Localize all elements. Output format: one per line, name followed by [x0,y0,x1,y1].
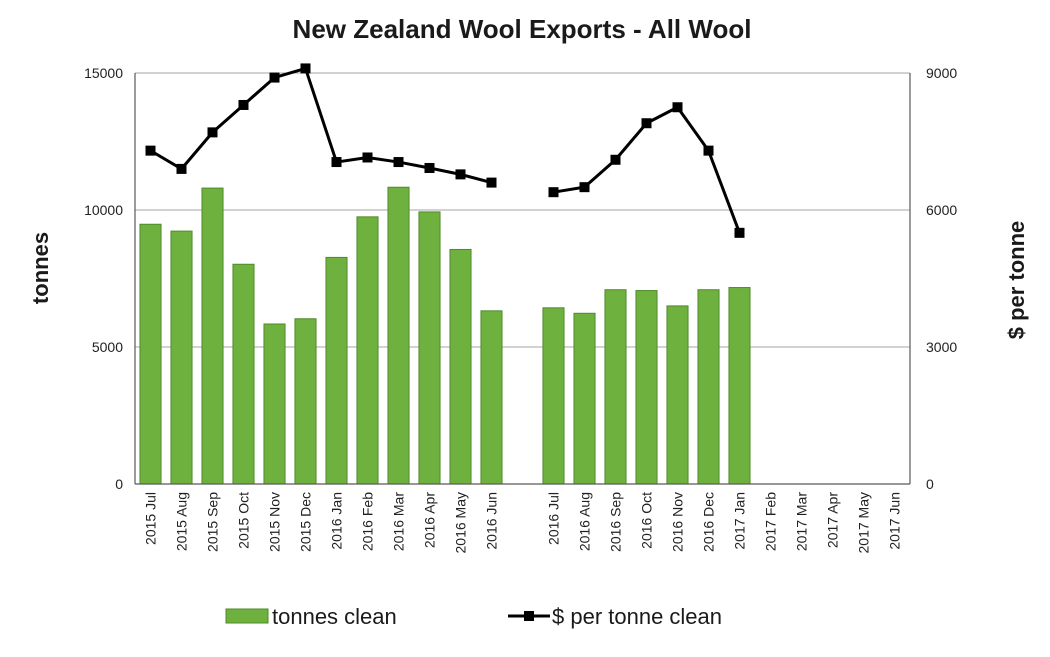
line-point [269,72,280,83]
line-point [300,63,311,74]
bar [604,289,627,485]
y-tick-label: 5000 [92,339,123,355]
y2-tick-label: 9000 [926,65,957,81]
bar [139,223,162,485]
x-tick-label: 2016 Sep [608,492,624,552]
chart-title: New Zealand Wool Exports - All Wool [293,14,752,44]
x-tick-label: 2016 Dec [701,492,717,552]
y-tick-label: 10000 [84,202,123,218]
bar [635,290,658,485]
x-tick-label: 2015 Aug [174,492,190,551]
line-series-path [149,66,492,185]
x-tick-label: 2017 Jan [732,492,748,550]
bar [573,312,596,485]
x-tick-label: 2015 Jul [143,492,159,545]
x-tick-label: 2016 Mar [391,492,407,551]
line-point [486,177,497,188]
bar [666,305,689,485]
line-point [393,157,404,168]
y2-tick-label: 3000 [926,339,957,355]
y2-tick-label: 6000 [926,202,957,218]
line-point [362,152,373,163]
bar-series [139,186,751,485]
y-axis-title: tonnes [28,232,53,304]
line-point [238,99,249,110]
line-point [331,157,342,168]
bar [728,287,751,485]
line-point [145,145,156,156]
bar [697,289,720,485]
x-tick-label: 2016 Jun [484,492,500,550]
x-tick-label: 2016 Oct [639,492,655,549]
line-point [207,127,218,138]
legend: tonnes clean $ per tonne clean [225,604,722,629]
bar [449,248,472,485]
line-point [176,163,187,174]
bar [294,318,317,485]
line-point [579,182,590,193]
x-tick-label: 2016 Jan [329,492,345,550]
x-tick-label: 2017 Apr [825,492,841,548]
y-tick-label: 15000 [84,65,123,81]
axes: 0 5000 10000 15000 0 3000 6000 9000 2015 Jul 2015… [84,65,957,553]
bar [356,216,379,485]
x-tick-label: 2017 Feb [763,492,779,551]
y2-axis-title: $ per tonne [1004,221,1029,340]
x-tick-label: 2017 Mar [794,492,810,551]
x-tick-label: 2015 Sep [205,492,221,552]
x-tick-label: 2015 Oct [236,492,252,549]
legend-swatch-tonnes [225,608,269,624]
line-point [455,169,466,180]
bar [170,230,193,485]
x-tick-label: 2015 Nov [267,492,283,552]
x-tick-label: 2016 Apr [422,492,438,548]
line-point [610,154,621,165]
bar [387,186,410,485]
x-tick-label: 2015 Dec [298,492,314,552]
x-tick-label: 2016 Jul [546,492,562,545]
line-point [734,227,745,238]
legend-label-tonnes: tonnes clean [272,604,397,629]
x-tick-label: 2017 May [856,492,872,553]
x-tick-label: 2016 May [453,492,469,553]
x-tick-label: 2016 Nov [670,492,686,552]
bar [542,307,565,485]
bar [232,263,255,485]
bar [325,256,348,485]
line-point [424,162,435,173]
line-point [641,118,652,129]
line-series [145,63,745,238]
x-tick-label: 2017 Jun [887,492,903,550]
bar [201,187,224,485]
line-point [672,102,683,113]
bar [418,211,441,485]
line-point [548,187,559,198]
x-tick-label: 2016 Feb [360,492,376,551]
legend-marker-price [524,611,534,621]
y-tick-label: 0 [115,476,123,492]
line-point [703,145,714,156]
bar [263,323,286,485]
x-tick-label: 2016 Aug [577,492,593,551]
y2-tick-label: 0 [926,476,934,492]
bar [480,310,503,485]
legend-label-price: $ per tonne clean [552,604,722,629]
